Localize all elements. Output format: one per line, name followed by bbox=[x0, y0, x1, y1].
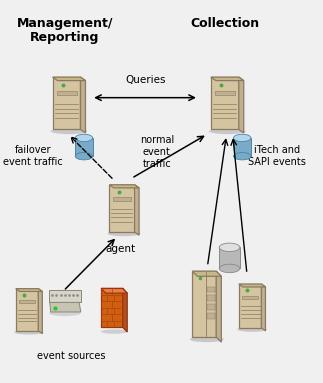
FancyBboxPatch shape bbox=[207, 286, 215, 292]
Text: Queries: Queries bbox=[125, 75, 166, 85]
Ellipse shape bbox=[209, 128, 245, 134]
Polygon shape bbox=[123, 288, 127, 332]
FancyBboxPatch shape bbox=[242, 296, 258, 299]
Polygon shape bbox=[211, 77, 244, 80]
Text: failover
event traffic: failover event traffic bbox=[4, 145, 63, 167]
Text: iTech and
SAPI events: iTech and SAPI events bbox=[248, 145, 306, 167]
FancyBboxPatch shape bbox=[57, 91, 77, 95]
FancyBboxPatch shape bbox=[113, 197, 131, 201]
FancyBboxPatch shape bbox=[207, 295, 215, 301]
Polygon shape bbox=[101, 288, 123, 327]
Polygon shape bbox=[38, 289, 42, 334]
FancyBboxPatch shape bbox=[49, 290, 81, 302]
Ellipse shape bbox=[75, 152, 93, 160]
Polygon shape bbox=[239, 77, 244, 133]
Polygon shape bbox=[53, 77, 86, 80]
Ellipse shape bbox=[219, 264, 240, 273]
Polygon shape bbox=[80, 77, 86, 133]
Polygon shape bbox=[16, 289, 42, 291]
Polygon shape bbox=[239, 284, 266, 287]
Ellipse shape bbox=[237, 327, 267, 332]
Ellipse shape bbox=[190, 336, 224, 342]
FancyBboxPatch shape bbox=[239, 284, 261, 328]
FancyBboxPatch shape bbox=[211, 77, 239, 129]
Ellipse shape bbox=[51, 128, 87, 134]
Polygon shape bbox=[101, 288, 127, 293]
Polygon shape bbox=[216, 271, 221, 342]
Text: normal
event
traffic: normal event traffic bbox=[140, 136, 174, 169]
FancyBboxPatch shape bbox=[207, 313, 215, 319]
Ellipse shape bbox=[234, 134, 251, 142]
Polygon shape bbox=[135, 185, 139, 235]
Text: Collection: Collection bbox=[190, 17, 259, 30]
Ellipse shape bbox=[234, 152, 251, 160]
Polygon shape bbox=[50, 302, 81, 312]
Ellipse shape bbox=[14, 330, 44, 335]
FancyBboxPatch shape bbox=[219, 247, 240, 268]
Ellipse shape bbox=[108, 231, 141, 236]
FancyBboxPatch shape bbox=[215, 91, 235, 95]
Polygon shape bbox=[192, 271, 221, 276]
Ellipse shape bbox=[101, 329, 128, 334]
FancyBboxPatch shape bbox=[75, 138, 93, 156]
FancyBboxPatch shape bbox=[16, 289, 38, 331]
FancyBboxPatch shape bbox=[234, 138, 251, 156]
FancyBboxPatch shape bbox=[19, 300, 35, 303]
Ellipse shape bbox=[75, 134, 93, 142]
FancyBboxPatch shape bbox=[192, 271, 216, 337]
Text: event sources: event sources bbox=[37, 351, 106, 361]
FancyBboxPatch shape bbox=[53, 77, 80, 129]
FancyBboxPatch shape bbox=[207, 304, 215, 310]
Text: Management/
Reporting: Management/ Reporting bbox=[17, 17, 113, 44]
Text: agent: agent bbox=[105, 244, 135, 254]
Polygon shape bbox=[261, 284, 266, 331]
Polygon shape bbox=[109, 185, 139, 188]
Ellipse shape bbox=[219, 243, 240, 252]
Ellipse shape bbox=[49, 310, 81, 316]
FancyBboxPatch shape bbox=[109, 185, 135, 232]
